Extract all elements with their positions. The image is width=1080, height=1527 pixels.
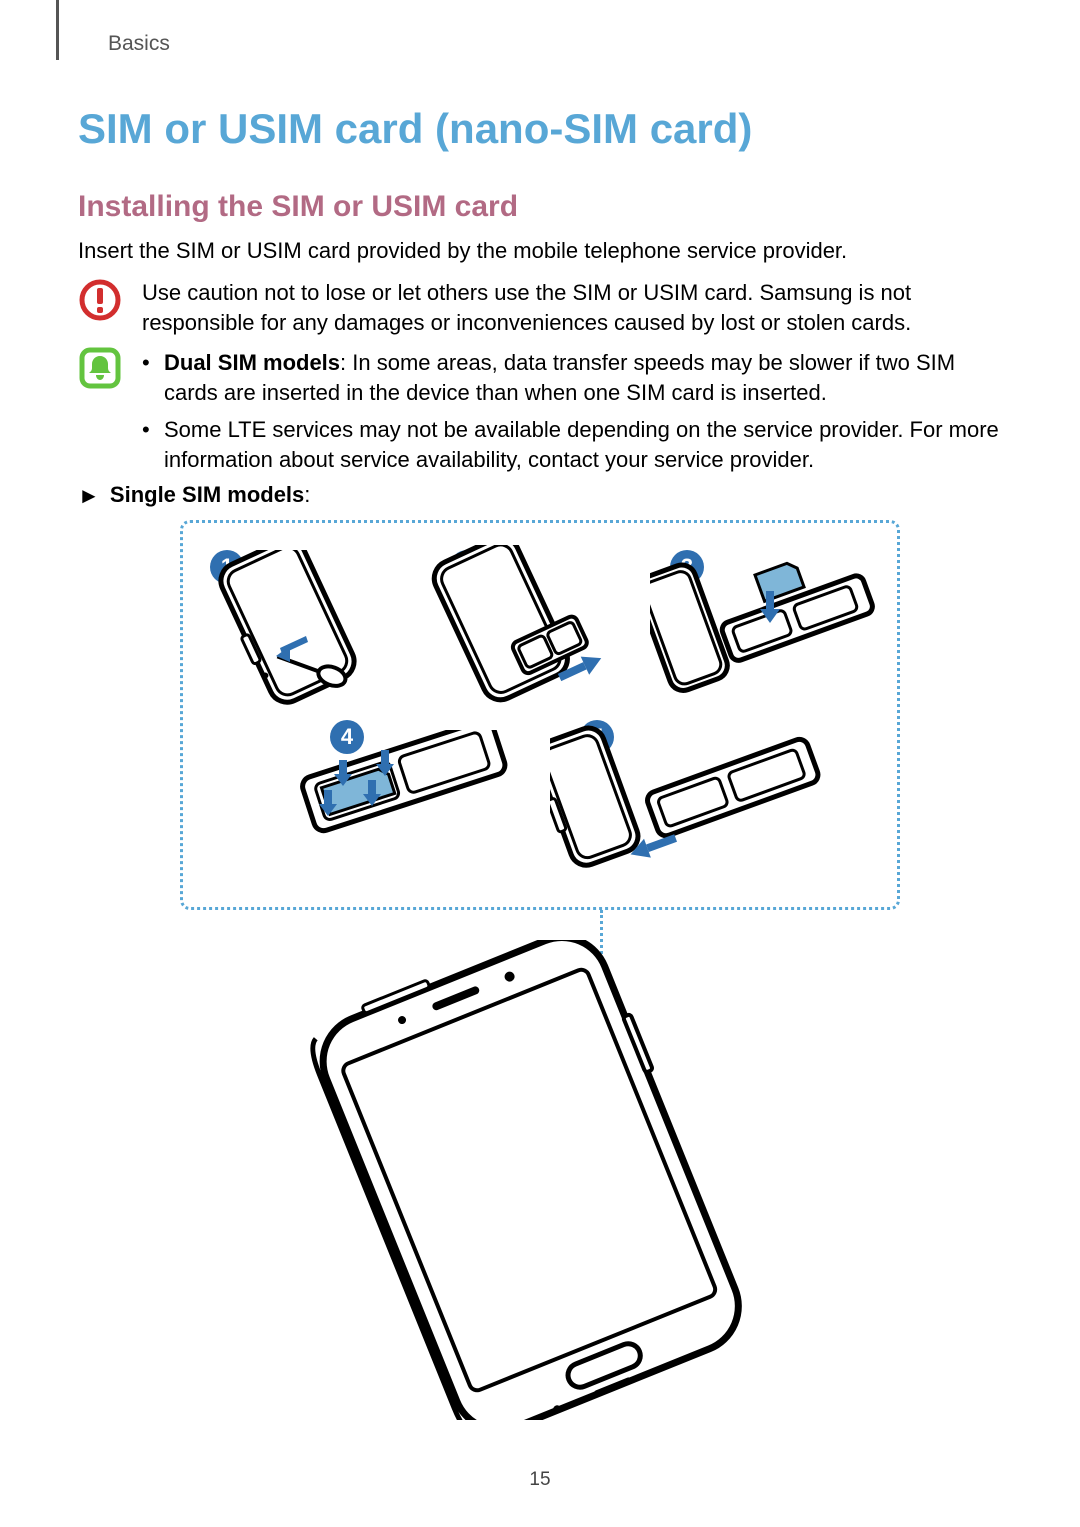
info-callout: Dual SIM models: In some areas, data tra… xyxy=(78,346,1000,483)
caution-text: Use caution not to lose or let others us… xyxy=(142,278,1000,337)
page: Basics SIM or USIM card (nano-SIM card) … xyxy=(0,0,1080,1527)
side-rule xyxy=(56,0,59,60)
step1-illustration xyxy=(210,550,400,720)
info-item: Dual SIM models: In some areas, data tra… xyxy=(142,348,1000,407)
phone-illustration xyxy=(240,940,840,1420)
step5-illustration xyxy=(550,725,840,905)
section-label: Basics xyxy=(108,32,170,56)
info-item-rest: Some LTE services may not be available d… xyxy=(164,417,999,472)
step2-illustration xyxy=(425,545,625,725)
model-label: Single SIM models xyxy=(110,482,304,507)
info-body: Dual SIM models: In some areas, data tra… xyxy=(142,346,1000,483)
diagram: 1 2 3 4 5 xyxy=(180,520,900,1420)
info-icon xyxy=(78,346,122,483)
caution-callout: Use caution not to lose or let others us… xyxy=(78,278,1000,337)
page-title: SIM or USIM card (nano-SIM card) xyxy=(78,105,752,153)
step4-illustration xyxy=(280,730,530,900)
page-subtitle: Installing the SIM or USIM card xyxy=(78,190,518,224)
info-item-bold: Dual SIM models xyxy=(164,350,340,375)
model-suffix: : xyxy=(304,482,310,507)
page-number: 15 xyxy=(0,1469,1080,1491)
triangle-icon: ► xyxy=(78,483,100,509)
caution-icon xyxy=(78,278,122,337)
info-item: Some LTE services may not be available d… xyxy=(142,415,1000,474)
intro-text: Insert the SIM or USIM card provided by … xyxy=(78,236,847,266)
model-line: ► Single SIM models: xyxy=(78,482,310,508)
step3-illustration xyxy=(650,545,880,725)
